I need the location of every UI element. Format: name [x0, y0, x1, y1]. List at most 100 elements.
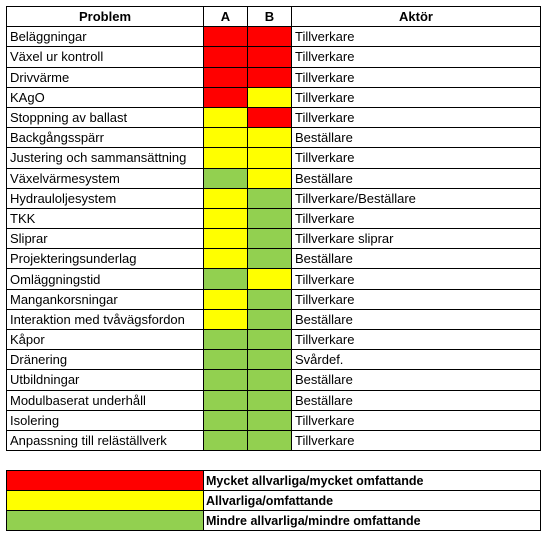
actor-cell: Beställare	[291, 308, 541, 331]
table-row: Drivvärme Tillverkare	[6, 66, 541, 88]
problem-cell: Utbildningar	[6, 369, 204, 391]
actor-cell: Beställare	[291, 248, 541, 270]
problem-table: Problem A B Aktör Beläggningar Tillverkar…	[6, 5, 541, 452]
problem-cell: Anpassning till reläställverk	[6, 429, 204, 452]
table-body: Beläggningar Tillverkare Växel ur kontroll…	[6, 26, 541, 452]
rating-cell-a	[203, 248, 248, 270]
rating-cell-a	[203, 308, 248, 331]
actor-cell: Tillverkare	[291, 268, 541, 290]
header-actor: Aktör	[291, 5, 541, 28]
table-row: Isolering Tillverkare	[6, 409, 541, 431]
rating-cell-b	[247, 268, 292, 290]
rating-cell-a	[203, 369, 248, 391]
table-row: Kåpor Tillverkare	[6, 328, 541, 351]
header-row: Problem A B Aktör	[6, 5, 541, 28]
rating-cell-a	[203, 26, 248, 48]
table-row: Modulbaserat underhåll Beställare	[6, 389, 541, 411]
problem-cell: Stoppning av ballast	[6, 106, 204, 129]
table-row: Omläggningstid Tillverkare	[6, 268, 541, 290]
actor-cell: Beställare	[291, 369, 541, 391]
rating-cell-b	[247, 66, 292, 88]
legend-label: Mycket allvarliga/mycket omfattande	[203, 470, 541, 491]
table-row: Justering och sammansättning Tillverkare	[6, 147, 541, 169]
problem-cell: Beläggningar	[6, 26, 204, 48]
rating-cell-b	[247, 26, 292, 48]
actor-cell: Tillverkare	[291, 86, 541, 108]
table-row: TKK Tillverkare	[6, 207, 541, 230]
problem-cell: Backgångsspärr	[6, 127, 204, 149]
rating-cell-a	[203, 106, 248, 129]
table-row: Dränering Svårdef.	[6, 349, 541, 371]
table-row: KAgO Tillverkare	[6, 86, 541, 108]
actor-cell: Tillverkare	[291, 26, 541, 48]
table-row: Anpassning till reläställverk Tillverkare	[6, 429, 541, 452]
problem-cell: Justering och sammansättning	[6, 147, 204, 169]
legend-row: Allvarliga/omfattande	[6, 490, 541, 511]
table-row: Backgångsspärr Beställare	[6, 127, 541, 149]
rating-cell-a	[203, 86, 248, 108]
problem-cell: Modulbaserat underhåll	[6, 389, 204, 411]
actor-cell: Tillverkare	[291, 207, 541, 230]
legend-label: Mindre allvarliga/mindre omfattande	[203, 510, 541, 531]
problem-cell: Dränering	[6, 349, 204, 371]
rating-cell-b	[247, 248, 292, 270]
actor-cell: Svårdef.	[291, 349, 541, 371]
rating-cell-b	[247, 328, 292, 351]
header-problem: Problem	[6, 5, 204, 28]
rating-cell-a	[203, 46, 248, 68]
problem-cell: TKK	[6, 207, 204, 230]
rating-cell-b	[247, 127, 292, 149]
actor-cell: Beställare	[291, 167, 541, 189]
legend-row: Mindre allvarliga/mindre omfattande	[6, 510, 541, 531]
actor-cell: Tillverkare	[291, 147, 541, 169]
rating-cell-a	[203, 409, 248, 431]
problem-cell: Växelvärmesystem	[6, 167, 204, 189]
table-row: Stoppning av ballast Tillverkare	[6, 106, 541, 129]
rating-cell-b	[247, 288, 292, 310]
rating-cell-b	[247, 46, 292, 68]
table-row: Mangankorsningar Tillverkare	[6, 288, 541, 310]
problem-cell: Växel ur kontroll	[6, 46, 204, 68]
actor-cell: Tillverkare	[291, 46, 541, 68]
rating-cell-a	[203, 228, 248, 250]
actor-cell: Tillverkare sliprar	[291, 228, 541, 250]
rating-cell-b	[247, 147, 292, 169]
rating-cell-b	[247, 429, 292, 452]
problem-cell: Interaktion med tvåvägsfordon	[6, 308, 204, 331]
actor-cell: Tillverkare	[291, 328, 541, 351]
legend-swatch	[6, 490, 204, 511]
rating-cell-a	[203, 328, 248, 351]
problem-cell: Drivvärme	[6, 66, 204, 88]
problem-cell: Hydrauloljesystem	[6, 187, 204, 209]
table-row: Interaktion med tvåvägsfordon Beställare	[6, 308, 541, 331]
legend-body: Mycket allvarliga/mycket omfattande Allva…	[6, 470, 541, 531]
rating-cell-b	[247, 389, 292, 411]
actor-cell: Tillverkare	[291, 429, 541, 452]
rating-cell-a	[203, 147, 248, 169]
table-row: Projekteringsunderlag Beställare	[6, 248, 541, 270]
rating-cell-b	[247, 369, 292, 391]
rating-cell-b	[247, 409, 292, 431]
rating-cell-a	[203, 127, 248, 149]
rating-cell-b	[247, 86, 292, 108]
rating-cell-b	[247, 349, 292, 371]
problem-cell: Projekteringsunderlag	[6, 248, 204, 270]
actor-cell: Tillverkare/Beställare	[291, 187, 541, 209]
header-a: A	[203, 5, 248, 28]
actor-cell: Tillverkare	[291, 409, 541, 431]
table-row: Utbildningar Beställare	[6, 369, 541, 391]
legend-swatch	[6, 510, 204, 531]
rating-cell-b	[247, 308, 292, 331]
header-b: B	[247, 5, 292, 28]
rating-cell-a	[203, 187, 248, 209]
legend-swatch	[6, 470, 204, 491]
table-row: Växelvärmesystem Beställare	[6, 167, 541, 189]
actor-cell: Tillverkare	[291, 66, 541, 88]
table-row: Beläggningar Tillverkare	[6, 26, 541, 48]
rating-cell-a	[203, 349, 248, 371]
rating-cell-a	[203, 429, 248, 452]
legend-row: Mycket allvarliga/mycket omfattande	[6, 470, 541, 491]
rating-cell-a	[203, 66, 248, 88]
legend-label: Allvarliga/omfattande	[203, 490, 541, 511]
rating-cell-b	[247, 228, 292, 250]
